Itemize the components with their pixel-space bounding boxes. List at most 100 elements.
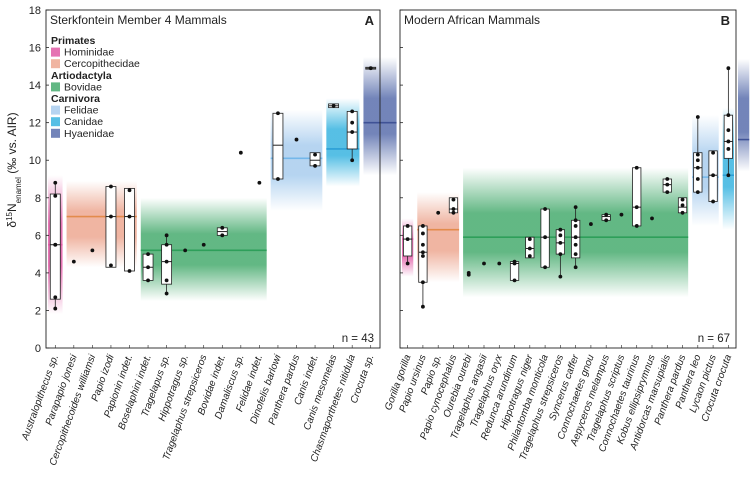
data-point — [543, 235, 547, 240]
panel-letter: B — [721, 13, 730, 28]
data-point — [331, 103, 336, 108]
data-point — [451, 207, 456, 211]
data-point — [421, 231, 425, 236]
data-point — [109, 184, 113, 189]
box — [723, 114, 733, 159]
data-point — [109, 214, 113, 219]
data-point — [421, 242, 425, 247]
y-tick-label: 18 — [29, 5, 41, 17]
data-point — [573, 252, 578, 257]
data-point — [220, 225, 225, 230]
data-point — [350, 158, 355, 163]
box — [272, 112, 284, 180]
legend-header: Carnivora — [51, 93, 100, 105]
legend-item: Hominidae — [64, 47, 114, 59]
legend-swatch — [51, 105, 60, 115]
y-tick-label: 12 — [29, 118, 41, 130]
data-point — [573, 235, 578, 240]
data-point — [650, 216, 654, 221]
data-point — [276, 177, 280, 181]
data-point — [695, 158, 700, 163]
sample-count: n = 67 — [698, 333, 730, 345]
group-band-hyaenidae — [738, 58, 750, 172]
data-point — [558, 233, 563, 238]
sample-count: n = 43 — [342, 333, 374, 345]
data-point — [451, 197, 456, 202]
group-band-bovidae — [140, 197, 267, 302]
y-label-base: N — [5, 203, 19, 212]
data-point — [589, 222, 593, 226]
data-point — [543, 265, 547, 270]
data-point — [634, 165, 639, 170]
data-point — [368, 66, 373, 71]
y-tick-label: 10 — [29, 155, 41, 167]
data-point — [109, 263, 113, 268]
data-point — [695, 165, 700, 170]
data-point — [405, 261, 410, 266]
data-point — [711, 199, 715, 204]
data-point — [164, 278, 169, 283]
data-point — [726, 147, 731, 151]
data-point — [527, 254, 532, 258]
legend-swatch — [51, 128, 60, 138]
panel-a: Australopithecus sp.Parapapio jonesiCerc… — [20, 5, 397, 467]
data-point — [294, 137, 299, 142]
data-point — [276, 111, 280, 116]
data-point — [726, 113, 731, 118]
box — [161, 244, 173, 285]
data-point — [350, 130, 355, 134]
data-point — [146, 252, 150, 257]
data-point — [680, 197, 685, 202]
legend-swatch — [51, 47, 60, 57]
box — [632, 167, 642, 227]
data-point — [527, 246, 532, 251]
data-point — [695, 190, 700, 195]
data-point — [238, 150, 243, 155]
data-point — [665, 177, 670, 181]
y-label-suffix: (‰ vs. AIR) — [5, 112, 19, 177]
legend-swatch — [51, 59, 60, 69]
box — [124, 187, 135, 272]
legend-swatch — [51, 82, 60, 92]
data-point — [695, 115, 700, 119]
data-point — [405, 237, 410, 241]
y-tick-label: 6 — [35, 230, 41, 242]
legend-header: Artiodactyla — [51, 70, 112, 82]
legend-swatch — [51, 117, 60, 127]
data-point — [573, 265, 578, 270]
box — [105, 186, 117, 268]
data-point — [421, 254, 425, 258]
data-point — [164, 291, 169, 296]
panel-title: Modern African Mammals — [404, 13, 540, 27]
y-tick-label: 16 — [29, 43, 41, 55]
data-point — [726, 139, 731, 144]
legend-header: Primates — [51, 35, 96, 47]
data-point — [726, 173, 731, 178]
data-point — [558, 227, 563, 232]
data-point — [573, 218, 578, 223]
data-point — [421, 250, 425, 255]
data-point — [558, 240, 563, 245]
data-point — [680, 210, 685, 215]
data-point — [53, 242, 58, 247]
panel-title: Sterkfontein Member 4 Mammals — [50, 13, 227, 27]
data-point — [573, 224, 578, 228]
data-point — [726, 66, 731, 71]
data-point — [436, 210, 441, 215]
panel-letter: A — [365, 13, 375, 28]
data-point — [573, 242, 578, 247]
data-point — [619, 212, 624, 217]
data-point — [220, 233, 225, 238]
data-point — [695, 177, 700, 181]
data-point — [405, 224, 410, 228]
data-point — [127, 188, 132, 193]
y-tick-label: 8 — [35, 193, 41, 205]
data-point — [604, 212, 609, 217]
data-point — [558, 252, 563, 257]
data-point — [146, 278, 150, 283]
data-point — [183, 248, 188, 253]
data-point — [350, 120, 355, 125]
data-point — [90, 248, 95, 253]
